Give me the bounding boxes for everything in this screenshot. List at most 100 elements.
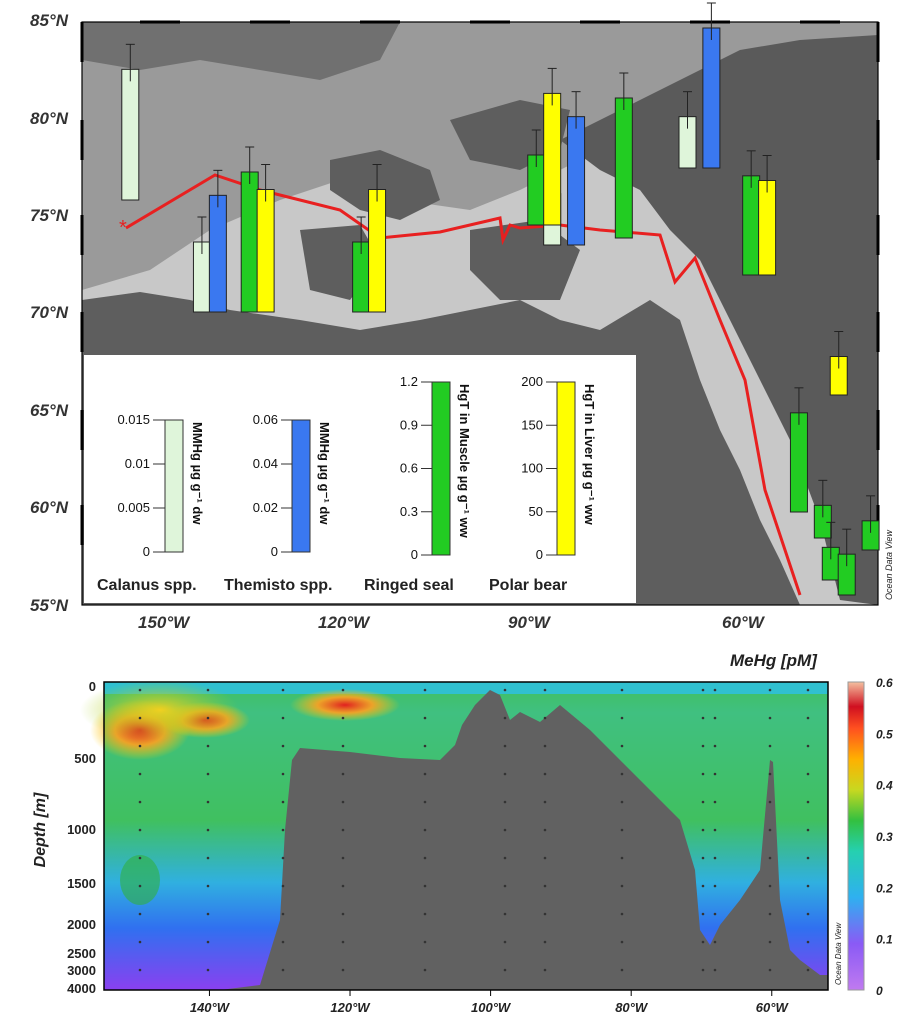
lat-label-60: 60°N — [30, 498, 69, 517]
sample-dot — [713, 800, 717, 804]
legend-unit-seal: HgT in Muscle µg g⁻¹ ww — [457, 384, 472, 539]
sample-dot — [768, 912, 772, 916]
sample-dot — [543, 744, 547, 748]
sample-dot — [620, 884, 624, 888]
colorbar-title: MeHg [pM] — [730, 651, 818, 670]
lat-label-85: 85°N — [30, 11, 69, 30]
section-panel: MeHg [pM] Depth [m] 0 500 1000 1500 2000 2500… — [32, 651, 893, 1015]
legend-swatch-themisto — [291, 419, 311, 553]
sample-dot — [713, 856, 717, 860]
colorbar-tick: 0 — [876, 984, 883, 998]
sample-dot — [713, 716, 717, 720]
sample-dot — [701, 688, 705, 692]
legend-tick-bear: 0 — [536, 547, 543, 562]
cruise-track — [125, 173, 802, 596]
sample-dot — [701, 940, 705, 944]
sample-dot — [620, 772, 624, 776]
sample-dot — [713, 912, 717, 916]
sample-dot — [543, 800, 547, 804]
legend-name-calanus: Calanus spp. — [97, 577, 197, 594]
bar-ringed-seal4 — [742, 175, 761, 276]
colorbar-tick: 0.2 — [876, 881, 893, 895]
sample-dot — [806, 856, 810, 860]
sample-dot — [768, 940, 772, 944]
sample-dot — [543, 884, 547, 888]
sample-dot — [423, 800, 427, 804]
sample-dot — [206, 912, 210, 916]
sample-dot — [423, 828, 427, 832]
sample-dot — [713, 828, 717, 832]
sample-dot — [768, 968, 772, 972]
sample-dot — [701, 800, 705, 804]
lon-label-150: 150°W — [138, 613, 191, 632]
legend-name-seal: Ringed seal — [364, 577, 454, 594]
start-marker-icon: * — [119, 217, 127, 239]
sample-dot — [281, 912, 285, 916]
sample-dot — [423, 856, 427, 860]
sample-dot — [503, 744, 507, 748]
sample-dot — [806, 772, 810, 776]
depth-tick: 2500 — [67, 946, 96, 961]
legend-tick-themisto: 0 — [271, 544, 278, 559]
lon-tick: 60°W — [756, 1000, 790, 1015]
lat-label-55: 55°N — [30, 596, 69, 615]
legend-tick-bear: 200 — [521, 374, 543, 389]
sample-dot — [806, 688, 810, 692]
sample-dot — [423, 772, 427, 776]
lat-label-80: 80°N — [30, 109, 69, 128]
map-panel: 85°N 80°N 75°N 70°N 65°N 60°N 55°N 150°W… — [30, 2, 894, 632]
colorbar — [847, 681, 865, 991]
sample-dot — [768, 772, 772, 776]
sample-dot — [701, 856, 705, 860]
bar-layer — [121, 2, 880, 596]
colorbar-tick: 0.1 — [876, 933, 893, 947]
sample-dot — [341, 828, 345, 832]
sample-dot — [768, 716, 772, 720]
depth-tick: 2000 — [67, 917, 96, 932]
sample-dot — [713, 772, 717, 776]
sample-dot — [341, 772, 345, 776]
sample-dot — [768, 856, 772, 860]
legend-tick-themisto: 0.06 — [253, 412, 278, 427]
sample-dot — [806, 716, 810, 720]
map-frame — [80, 20, 880, 606]
sample-dot — [206, 828, 210, 832]
sample-dot — [281, 744, 285, 748]
bar-ringed-seal0 — [240, 171, 259, 313]
lon-label-120: 120°W — [318, 613, 371, 632]
section-ylabel: Depth [m] — [32, 792, 49, 867]
colorbar-tick: 0.4 — [876, 779, 893, 793]
sample-dot — [768, 688, 772, 692]
sample-dot — [206, 856, 210, 860]
colorbar-ticks: 0.6 0.5 0.4 0.3 0.2 0.1 0 — [876, 676, 893, 998]
depth-tick: 1500 — [67, 876, 96, 891]
sample-dot — [543, 828, 547, 832]
sample-dot — [423, 744, 427, 748]
sample-dot — [138, 884, 142, 888]
hotspot-120w — [290, 689, 400, 721]
colorbar-tick: 0.6 — [876, 676, 893, 690]
sample-dot — [503, 800, 507, 804]
sample-dot — [281, 968, 285, 972]
bar-themisto-spp-1 — [567, 116, 586, 246]
bar-calanus-spp-0 — [121, 68, 140, 201]
sample-dot — [768, 744, 772, 748]
legend-tick-seal: 1.2 — [400, 374, 418, 389]
depth-ticks: 0 500 1000 1500 2000 2500 3000 4000 — [67, 679, 96, 996]
sample-dot — [701, 912, 705, 916]
legend-unit-bear: HgT in Liver µg g⁻¹ ww — [582, 384, 597, 526]
sample-dot — [281, 940, 285, 944]
sample-dot — [620, 716, 624, 720]
bar-polar-bear0 — [256, 189, 275, 313]
warm-band — [80, 680, 240, 740]
sample-dot — [620, 968, 624, 972]
bar-ringed-seal5 — [789, 412, 808, 513]
sample-dot — [281, 772, 285, 776]
lon-tick: 140°W — [190, 1000, 231, 1015]
sample-dot — [138, 940, 142, 944]
sample-dot — [138, 856, 142, 860]
sample-dot — [341, 968, 345, 972]
sample-dot — [281, 884, 285, 888]
map-land-island-2 — [450, 100, 570, 170]
